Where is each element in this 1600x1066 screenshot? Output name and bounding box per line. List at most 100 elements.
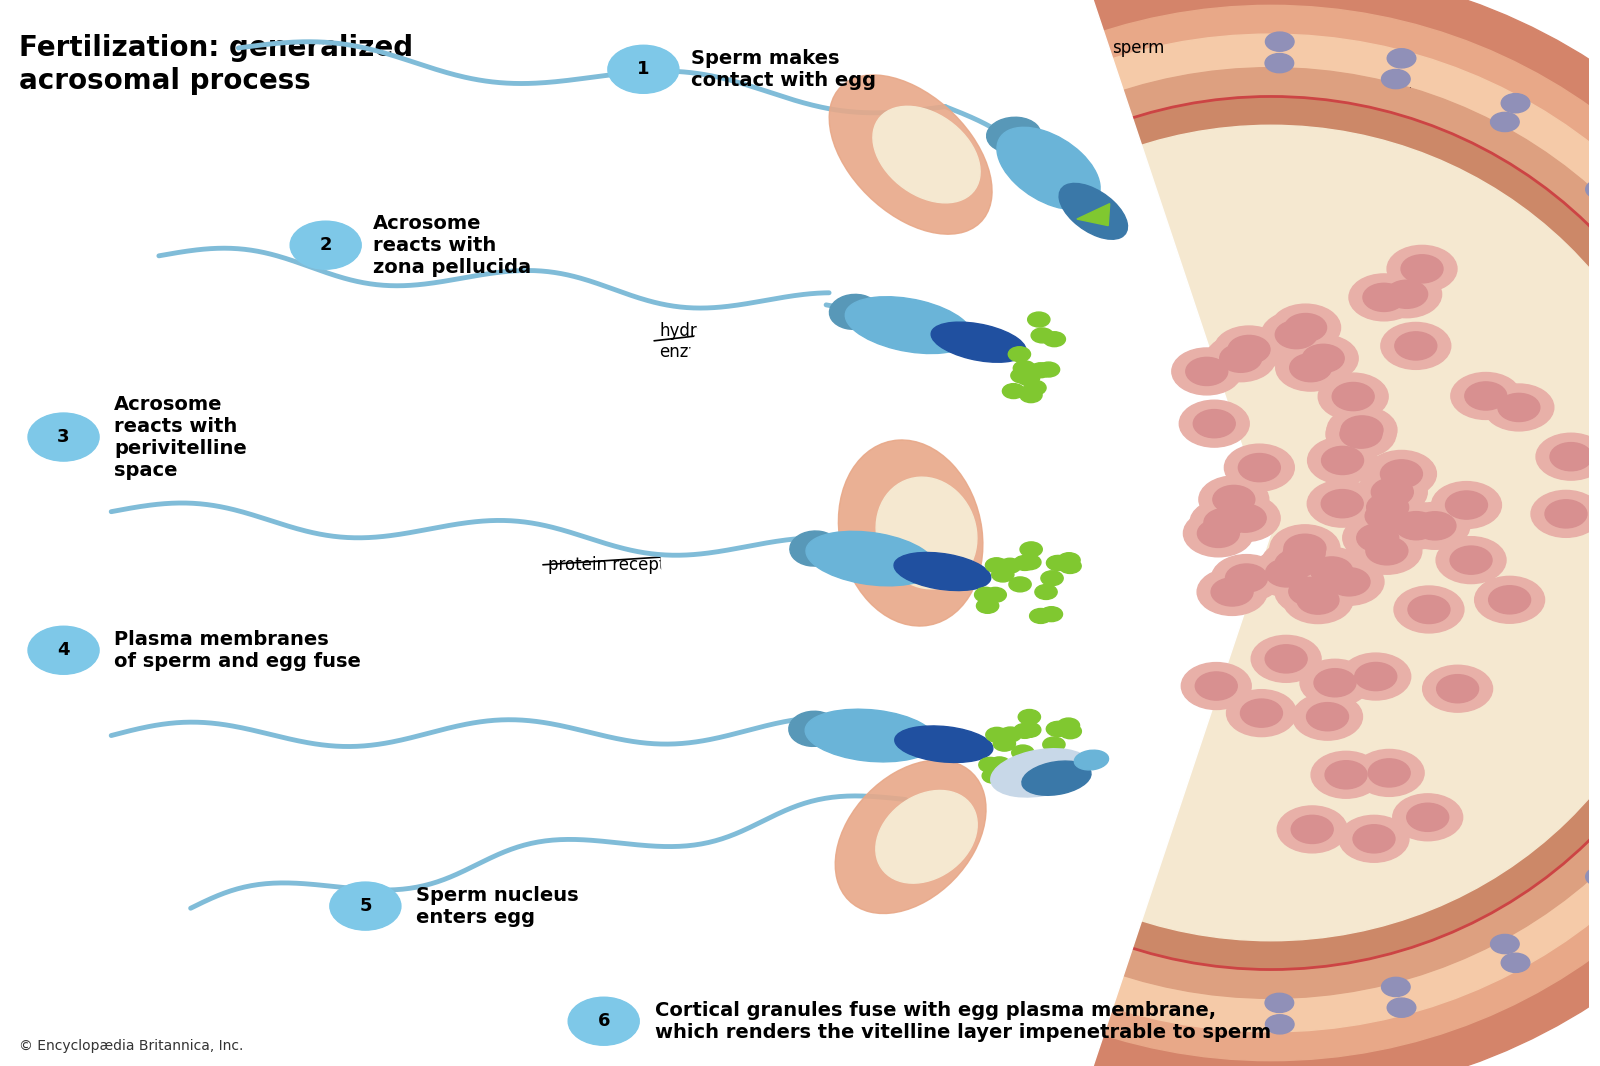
Circle shape bbox=[1354, 749, 1424, 796]
Circle shape bbox=[1352, 528, 1422, 575]
Circle shape bbox=[1186, 357, 1227, 386]
Circle shape bbox=[1058, 552, 1080, 567]
Circle shape bbox=[1381, 502, 1451, 549]
Circle shape bbox=[1261, 540, 1331, 587]
Circle shape bbox=[1488, 585, 1531, 614]
Circle shape bbox=[1213, 485, 1254, 514]
Circle shape bbox=[1307, 480, 1378, 527]
Circle shape bbox=[1586, 180, 1600, 199]
Circle shape bbox=[1266, 645, 1307, 673]
Circle shape bbox=[1030, 609, 1051, 624]
Circle shape bbox=[1339, 420, 1382, 448]
Circle shape bbox=[1008, 346, 1030, 361]
Circle shape bbox=[1010, 577, 1030, 592]
Circle shape bbox=[1021, 542, 1042, 556]
Circle shape bbox=[1211, 578, 1253, 607]
Circle shape bbox=[1394, 586, 1464, 633]
Circle shape bbox=[1422, 665, 1493, 712]
Circle shape bbox=[1550, 442, 1592, 471]
Text: © Encyclopædia Britannica, Inc.: © Encyclopædia Britannica, Inc. bbox=[19, 1039, 243, 1053]
Ellipse shape bbox=[730, 5, 1600, 1061]
Circle shape bbox=[1437, 536, 1506, 583]
Circle shape bbox=[1048, 722, 1070, 737]
Text: Cortical granules fuse with egg plasma membrane,
which renders the vitelline lay: Cortical granules fuse with egg plasma m… bbox=[654, 1001, 1270, 1041]
Text: sperm
nucleus: sperm nucleus bbox=[1080, 754, 1144, 792]
Circle shape bbox=[1046, 773, 1069, 788]
Circle shape bbox=[1387, 49, 1416, 68]
Circle shape bbox=[1368, 759, 1410, 787]
Circle shape bbox=[1283, 577, 1354, 624]
Circle shape bbox=[1314, 668, 1355, 697]
Circle shape bbox=[1366, 451, 1437, 498]
Circle shape bbox=[1342, 515, 1413, 562]
Circle shape bbox=[1501, 94, 1530, 113]
Circle shape bbox=[1040, 607, 1062, 621]
Circle shape bbox=[1285, 313, 1326, 342]
Circle shape bbox=[1181, 663, 1251, 710]
Circle shape bbox=[568, 998, 638, 1045]
Circle shape bbox=[1322, 489, 1363, 518]
Text: 1: 1 bbox=[637, 61, 650, 78]
Circle shape bbox=[1341, 416, 1382, 445]
Ellipse shape bbox=[877, 478, 978, 588]
Ellipse shape bbox=[990, 748, 1091, 797]
Circle shape bbox=[1197, 568, 1267, 615]
Text: acrosome: acrosome bbox=[938, 154, 1019, 171]
Circle shape bbox=[1194, 409, 1235, 438]
Circle shape bbox=[1261, 311, 1331, 358]
Circle shape bbox=[1037, 362, 1059, 377]
Circle shape bbox=[1290, 578, 1331, 605]
Circle shape bbox=[1251, 549, 1322, 596]
Circle shape bbox=[1355, 662, 1397, 691]
Circle shape bbox=[1270, 304, 1341, 351]
Circle shape bbox=[1018, 371, 1040, 386]
Circle shape bbox=[1266, 53, 1294, 72]
Circle shape bbox=[1046, 555, 1069, 570]
Circle shape bbox=[1048, 555, 1070, 570]
Circle shape bbox=[1531, 490, 1600, 537]
Circle shape bbox=[1365, 502, 1406, 530]
Ellipse shape bbox=[997, 127, 1101, 210]
Circle shape bbox=[1402, 255, 1443, 282]
Circle shape bbox=[979, 757, 1002, 772]
Text: 2: 2 bbox=[320, 237, 331, 254]
Circle shape bbox=[982, 769, 1005, 784]
Circle shape bbox=[1491, 112, 1518, 131]
Ellipse shape bbox=[829, 75, 992, 235]
Text: 3: 3 bbox=[58, 429, 70, 446]
Circle shape bbox=[1043, 332, 1066, 346]
Circle shape bbox=[1307, 702, 1349, 731]
Text: Acrosome
reacts with
zona pellucida: Acrosome reacts with zona pellucida bbox=[373, 213, 531, 277]
Circle shape bbox=[1042, 570, 1062, 585]
Circle shape bbox=[1269, 530, 1339, 577]
Circle shape bbox=[331, 883, 400, 930]
Circle shape bbox=[1011, 368, 1034, 383]
Text: 4: 4 bbox=[58, 642, 70, 659]
Circle shape bbox=[1357, 469, 1427, 516]
Circle shape bbox=[1307, 437, 1378, 484]
Text: protein receptors: protein receptors bbox=[549, 556, 691, 574]
Circle shape bbox=[1059, 724, 1082, 739]
Circle shape bbox=[1266, 1015, 1294, 1034]
Circle shape bbox=[1270, 524, 1339, 571]
Circle shape bbox=[1027, 312, 1050, 327]
Circle shape bbox=[1296, 548, 1366, 595]
Circle shape bbox=[1019, 723, 1042, 738]
Ellipse shape bbox=[829, 294, 880, 329]
Circle shape bbox=[1203, 508, 1246, 536]
Ellipse shape bbox=[690, 0, 1600, 1066]
Circle shape bbox=[1195, 672, 1237, 700]
Circle shape bbox=[1290, 354, 1331, 382]
Circle shape bbox=[1058, 718, 1080, 733]
Circle shape bbox=[1498, 393, 1539, 421]
Circle shape bbox=[1325, 761, 1366, 789]
Circle shape bbox=[1395, 332, 1437, 360]
Circle shape bbox=[1586, 867, 1600, 886]
Circle shape bbox=[1018, 710, 1040, 725]
Ellipse shape bbox=[894, 552, 990, 591]
Circle shape bbox=[1326, 410, 1395, 457]
Text: perivitelline
space: perivitelline space bbox=[1477, 269, 1576, 307]
Circle shape bbox=[1322, 447, 1363, 474]
Text: egg plasma
membrane: egg plasma membrane bbox=[1048, 386, 1146, 424]
Circle shape bbox=[1491, 935, 1518, 954]
